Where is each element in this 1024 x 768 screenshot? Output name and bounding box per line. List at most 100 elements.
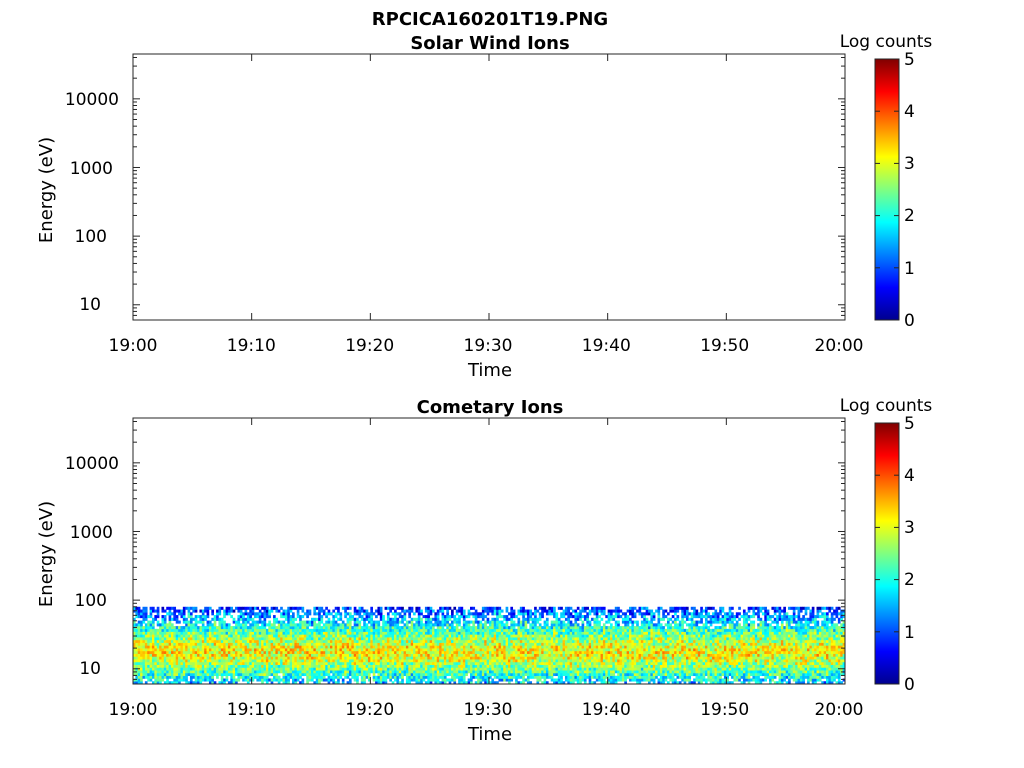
heatmap-cell xyxy=(472,626,476,630)
heatmap-cell xyxy=(220,653,224,657)
heatmap-cell xyxy=(484,637,487,641)
heatmap-cell xyxy=(256,675,260,679)
heatmap-cell xyxy=(462,623,466,627)
heatmap-cell xyxy=(420,645,423,649)
heatmap-cell xyxy=(208,675,212,679)
heatmap-cell xyxy=(524,667,528,671)
heatmap-cell xyxy=(192,659,195,663)
heatmap-cell xyxy=(367,664,371,668)
heatmap-cell xyxy=(163,650,167,654)
heatmap-cell xyxy=(223,637,226,641)
heatmap-cell xyxy=(564,606,568,610)
heatmap-cell xyxy=(427,628,430,632)
heatmap-cell xyxy=(491,628,495,632)
heatmap-cell xyxy=(270,623,274,627)
heatmap-cell xyxy=(451,648,454,652)
heatmap-cell xyxy=(211,628,214,632)
heatmap-cell xyxy=(133,639,136,643)
heatmap-cell xyxy=(161,637,165,641)
heatmap-cell xyxy=(311,672,314,677)
heatmap-cell xyxy=(232,639,236,643)
heatmap-cell xyxy=(586,615,589,619)
heatmap-cell xyxy=(163,681,167,685)
heatmap-cell xyxy=(258,634,262,638)
heatmap-cell xyxy=(282,615,286,619)
heatmap-cell xyxy=(301,623,305,627)
heatmap-cell xyxy=(137,653,141,657)
heatmap-cell xyxy=(534,642,537,646)
heatmap-cell xyxy=(567,670,570,674)
heatmap-cell xyxy=(334,623,338,627)
heatmap-cell xyxy=(462,667,466,671)
heatmap-cell xyxy=(439,634,442,638)
heatmap-cell xyxy=(320,659,324,663)
heatmap-cell xyxy=(208,631,212,635)
heatmap-cell xyxy=(458,672,461,677)
heatmap-cell xyxy=(401,626,404,630)
heatmap-cell xyxy=(182,606,186,610)
heatmap-cell xyxy=(470,664,473,668)
heatmap-cell xyxy=(493,670,497,674)
heatmap-cell xyxy=(208,659,212,663)
heatmap-cell xyxy=(189,606,193,610)
heatmap-cell xyxy=(142,648,146,652)
heatmap-cell xyxy=(166,634,169,638)
heatmap-cell xyxy=(277,648,281,652)
heatmap-cell xyxy=(420,626,423,630)
heatmap-cell xyxy=(367,620,371,624)
heatmap-cell xyxy=(555,623,559,627)
heatmap-cell xyxy=(284,672,288,677)
heatmap-cell xyxy=(370,648,373,652)
heatmap-cell xyxy=(560,612,563,616)
heatmap-cell xyxy=(187,628,191,632)
heatmap-cell xyxy=(185,628,188,632)
heatmap-cell xyxy=(526,612,530,616)
heatmap-cell xyxy=(284,667,288,671)
heatmap-cell xyxy=(311,648,314,652)
heatmap-cell xyxy=(583,670,587,674)
heatmap-cell xyxy=(263,650,267,654)
heatmap-cell xyxy=(398,659,402,663)
heatmap-cell xyxy=(185,678,188,682)
heatmap-cell xyxy=(386,615,390,619)
heatmap-cell xyxy=(170,634,174,638)
heatmap-cell xyxy=(517,656,521,660)
heatmap-cell xyxy=(242,661,245,665)
heatmap-cell xyxy=(246,631,250,635)
heatmap-cell xyxy=(358,606,362,610)
heatmap-cell xyxy=(204,678,207,682)
heatmap-cell xyxy=(413,661,416,665)
heatmap-cell xyxy=(401,653,404,657)
heatmap-cell xyxy=(398,675,402,679)
heatmap-cell xyxy=(553,672,556,677)
heatmap-cell xyxy=(588,659,592,663)
heatmap-cell xyxy=(133,653,136,657)
heatmap-cell xyxy=(531,659,535,663)
heatmap-cell xyxy=(583,667,587,671)
heatmap-cell xyxy=(489,648,492,652)
heatmap-cell xyxy=(379,631,383,635)
heatmap-cell xyxy=(182,617,186,621)
heatmap-cell xyxy=(379,645,383,649)
heatmap-cell xyxy=(474,664,478,668)
heatmap-cell xyxy=(351,615,355,619)
heatmap-cell xyxy=(491,620,495,624)
heatmap-cell xyxy=(560,675,563,679)
heatmap-cell xyxy=(201,615,205,619)
heatmap-cell xyxy=(365,623,369,627)
heatmap-cell xyxy=(178,609,181,613)
heatmap-cell xyxy=(315,667,319,671)
heatmap-cell xyxy=(515,623,518,627)
heatmap-cell xyxy=(173,606,177,610)
heatmap-cell xyxy=(292,623,295,627)
heatmap-cell xyxy=(553,634,556,638)
heatmap-cell xyxy=(315,639,319,643)
heatmap-cell xyxy=(292,670,295,674)
heatmap-cell xyxy=(258,656,262,660)
heatmap-cell xyxy=(489,659,492,663)
heatmap-cell xyxy=(394,639,397,643)
heatmap-cell xyxy=(522,675,525,679)
heatmap-cell xyxy=(384,639,388,643)
heatmap-cell xyxy=(194,645,198,649)
heatmap-cell xyxy=(517,681,521,685)
